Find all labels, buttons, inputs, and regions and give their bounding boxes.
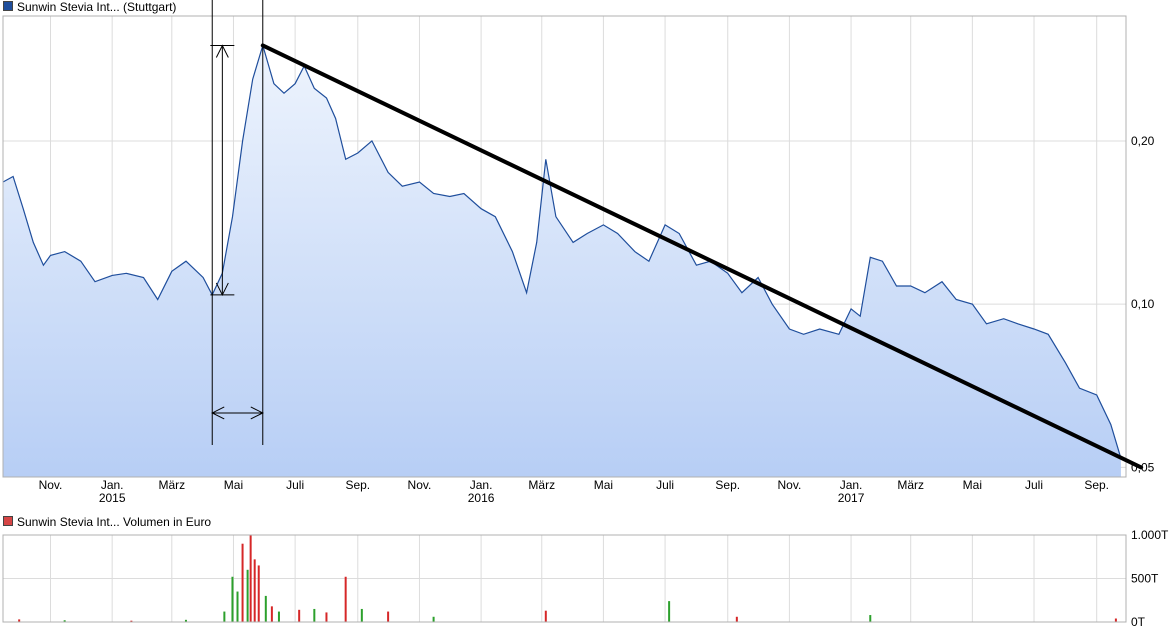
price-x-tick-label: Jan.	[840, 478, 863, 492]
price-legend-swatch	[3, 1, 13, 11]
price-x-tick-label: Juli	[656, 478, 674, 492]
price-x-tick-label: Juli	[1025, 478, 1043, 492]
price-legend-label: Sunwin Stevia Int... (Stuttgart)	[17, 0, 177, 14]
price-y-axis: 0,050,100,20	[1131, 134, 1155, 474]
price-x-tick-label: März	[158, 478, 185, 492]
price-x-tick-label: Sep.	[345, 478, 370, 492]
volume-y-axis: 0T 500T 1.000T	[1131, 528, 1169, 629]
volume-frame	[2, 534, 1127, 623]
trendline	[260, 43, 1144, 470]
volume-bar	[63, 620, 66, 622]
volume-bar	[1114, 618, 1117, 622]
price-area	[3, 45, 1121, 477]
volume-bar	[246, 569, 249, 622]
price-y-tick-label: 0,20	[1131, 134, 1155, 148]
volume-plot-border	[2, 534, 1127, 623]
volume-bar	[735, 616, 738, 622]
duration-arrow-head-left	[211, 406, 225, 420]
price-x-year-label: 2016	[468, 491, 495, 505]
volume-bar	[18, 619, 21, 622]
volume-bar	[325, 612, 328, 622]
price-x-year-label: 2017	[838, 491, 865, 505]
volume-bar	[264, 595, 267, 622]
volume-legend-swatch	[3, 516, 13, 526]
volume-bar	[236, 591, 239, 622]
price-x-tick-label: Sep.	[1084, 478, 1109, 492]
volume-bar	[241, 543, 244, 622]
volume-bar	[253, 559, 256, 622]
price-line	[3, 43, 1122, 459]
volume-bar	[184, 619, 187, 622]
annotations	[210, 0, 1144, 470]
volume-legend: Sunwin Stevia Int... Volumen in Euro	[3, 515, 211, 529]
volume-bar	[544, 610, 547, 622]
price-x-tick-label: Nov.	[39, 478, 63, 492]
volume-bar	[432, 616, 435, 622]
volume-bar	[249, 535, 252, 622]
price-x-tick-label: Juli	[286, 478, 304, 492]
volume-bar	[360, 608, 363, 622]
price-x-tick-label: Mai	[224, 478, 243, 492]
price-x-tick-label: Mai	[594, 478, 613, 492]
price-x-year-label: 2015	[99, 491, 126, 505]
volume-bar	[223, 611, 226, 622]
price-x-tick-label: Mai	[963, 478, 982, 492]
price-x-tick-label: Sep.	[715, 478, 740, 492]
price-y-tick-label: 0,10	[1131, 297, 1155, 311]
volume-bars	[18, 535, 1117, 622]
price-plot	[3, 43, 1122, 477]
price-x-tick-label: Nov.	[408, 478, 432, 492]
price-plot-border	[2, 15, 1127, 478]
volume-bar	[277, 611, 280, 622]
volume-bar	[387, 611, 390, 622]
price-x-tick-label: März	[528, 478, 555, 492]
volume-y-tick-label: 1.000T	[1131, 528, 1169, 542]
volume-y-tick-label: 500T	[1131, 572, 1159, 586]
volume-bar	[130, 620, 133, 622]
volume-bar	[298, 609, 301, 622]
volume-bar	[344, 576, 347, 622]
volume-legend-label: Sunwin Stevia Int... Volumen in Euro	[17, 515, 212, 529]
volume-bar	[668, 601, 671, 622]
price-x-tick-label: Nov.	[778, 478, 802, 492]
price-x-tick-label: März	[897, 478, 924, 492]
volume-bar	[257, 565, 260, 622]
price-frame	[2, 15, 1127, 478]
volume-y-tick-label: 0T	[1131, 615, 1146, 629]
price-x-tick-label: Jan.	[101, 478, 124, 492]
duration-arrow-head-right	[250, 406, 264, 420]
price-x-tick-label: Jan.	[470, 478, 493, 492]
volume-bar	[313, 608, 316, 622]
volume-bar	[231, 576, 234, 622]
volume-grid	[3, 534, 1126, 623]
price-legend: Sunwin Stevia Int... (Stuttgart)	[3, 0, 176, 14]
volume-bar	[270, 606, 273, 622]
volume-bar	[869, 615, 872, 622]
